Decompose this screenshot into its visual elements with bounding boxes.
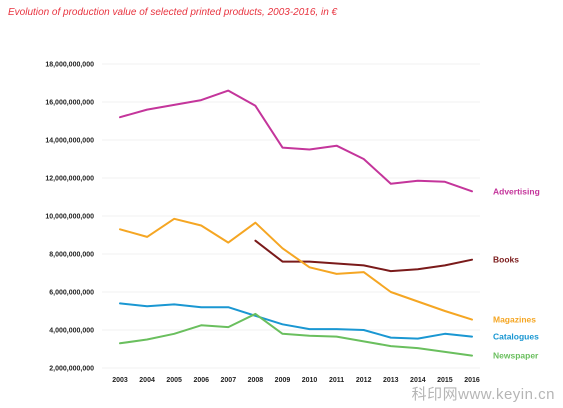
y-tick-label: 12,000,000,000 bbox=[45, 176, 94, 183]
y-tick-label: 4,000,000,000 bbox=[49, 328, 94, 335]
series-label-books: Books bbox=[493, 255, 519, 265]
series-line-newspaper bbox=[119, 312, 473, 357]
x-tick-label: 2010 bbox=[302, 377, 318, 384]
x-tick-label: 2012 bbox=[356, 377, 372, 384]
series-line-books bbox=[254, 239, 473, 273]
y-tick-label: 18,000,000,000 bbox=[45, 62, 94, 69]
series-lines bbox=[119, 89, 473, 357]
x-tick-label: 2009 bbox=[275, 377, 291, 384]
series-label-catalogues: Catalogues bbox=[493, 332, 539, 342]
series-label-newspaper: Newspaper bbox=[493, 351, 539, 361]
x-tick-label: 2004 bbox=[139, 377, 155, 384]
y-tick-label: 6,000,000,000 bbox=[49, 290, 94, 297]
x-tick-label: 2008 bbox=[248, 377, 264, 384]
y-tick-label: 2,000,000,000 bbox=[49, 366, 94, 373]
x-tick-label: 2003 bbox=[112, 377, 128, 384]
series-line-advertising bbox=[119, 89, 473, 193]
series-label-advertising: Advertising bbox=[493, 186, 540, 196]
x-tick-label: 2006 bbox=[193, 377, 209, 384]
x-tick-label: 2013 bbox=[383, 377, 399, 384]
x-tick-label: 2007 bbox=[221, 377, 237, 384]
x-axis-ticks: 2003 2004 2005 2006 2007 2008 2009 2010 2011 2012… bbox=[112, 377, 480, 384]
x-tick-label: 2005 bbox=[166, 377, 182, 384]
grid-lines bbox=[102, 63, 480, 369]
series-labels: Advertising Books Magazines Catalogues Newsp… bbox=[493, 186, 540, 360]
y-tick-label: 10,000,000,000 bbox=[45, 214, 94, 221]
x-tick-label: 2016 bbox=[464, 377, 480, 384]
x-tick-label: 2011 bbox=[329, 377, 344, 384]
x-tick-label: 2015 bbox=[437, 377, 453, 384]
y-axis-ticks: 2,000,000,000 4,000,000,000 6,000,000,000 8… bbox=[45, 62, 94, 373]
series-line-catalogues bbox=[119, 302, 473, 340]
y-tick-label: 8,000,000,000 bbox=[49, 252, 94, 259]
chart-title: Evolution of production value of selecte… bbox=[8, 7, 338, 18]
series-line-magazines bbox=[119, 217, 473, 321]
x-tick-label: 2014 bbox=[410, 377, 426, 384]
y-tick-label: 14,000,000,000 bbox=[45, 138, 94, 145]
watermark: 科印网www.keyin.cn bbox=[411, 386, 555, 403]
y-tick-label: 16,000,000,000 bbox=[45, 100, 94, 107]
series-label-magazines: Magazines bbox=[493, 315, 536, 325]
